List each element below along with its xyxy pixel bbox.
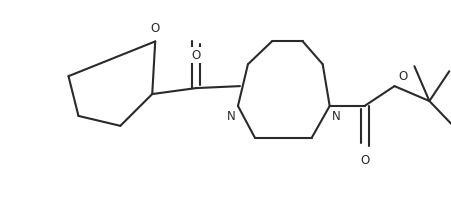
Text: O: O [150,22,160,35]
Text: O: O [191,49,200,62]
Text: N: N [227,109,235,122]
Text: O: O [398,70,407,83]
Text: O: O [359,153,368,166]
Text: N: N [331,109,340,122]
